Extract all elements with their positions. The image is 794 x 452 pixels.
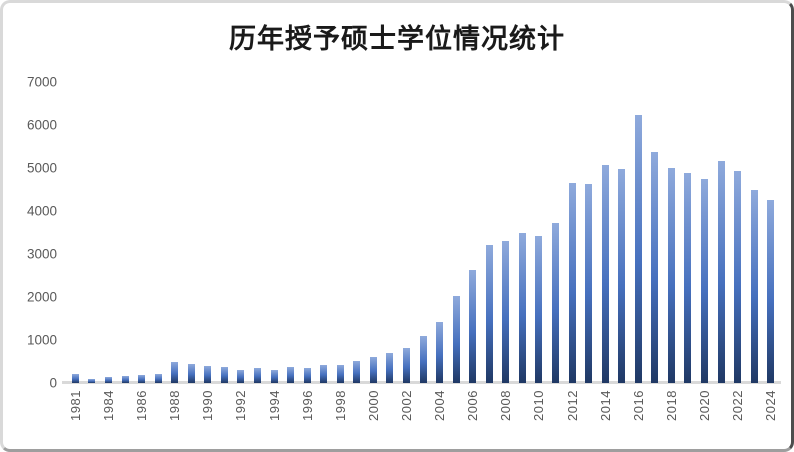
x-axis-tick-label: 2006	[465, 390, 481, 421]
bar-1987	[154, 373, 162, 383]
bar-1990	[204, 365, 212, 383]
bar-1985	[121, 376, 129, 383]
y-axis-tick-label: 1000	[26, 332, 57, 348]
bar-2005	[452, 295, 460, 383]
bar-1996	[303, 368, 311, 383]
bar-2009	[518, 232, 526, 383]
bar-1999	[353, 361, 361, 383]
x-axis-tick-label: 2004	[432, 390, 448, 421]
bar-2001	[386, 353, 394, 383]
x-axis-tick-label: 2016	[630, 390, 646, 421]
bar-1988	[171, 362, 179, 383]
y-axis-tick-label: 3000	[26, 246, 57, 262]
bar-2017	[651, 152, 659, 383]
bar-2012	[568, 183, 576, 383]
bar-2004	[436, 321, 444, 383]
x-axis-tick-label: 1981	[67, 390, 83, 421]
bar-2013	[585, 183, 593, 383]
bar-2020	[701, 179, 708, 383]
bar-1998	[336, 364, 344, 383]
bar-2023	[750, 190, 758, 383]
x-axis-tick-label: 2024	[763, 390, 779, 421]
bar-2007	[485, 245, 493, 383]
x-axis-tick-label: 1984	[100, 390, 116, 421]
x-axis-tick-label: 1994	[266, 390, 282, 421]
bar-1993	[253, 368, 261, 383]
bar-2000	[369, 357, 377, 383]
bar-2019	[684, 173, 692, 383]
y-axis-tick-label: 7000	[26, 74, 57, 90]
plot-area: 0 1000 2000 3000 4000 5000 6000 7000 1981 1984 198…	[3, 3, 791, 449]
x-axis-tick-label: 1992	[233, 390, 249, 421]
bar-2008	[502, 241, 510, 383]
x-axis-tick-label: 2012	[564, 390, 580, 421]
bar-1997	[320, 364, 328, 383]
bar-2021	[717, 160, 725, 383]
x-axis-tick-label: 2000	[365, 390, 381, 421]
x-axis-tick-label: 1988	[167, 390, 183, 421]
bar-1992	[237, 370, 245, 383]
bar-1981	[71, 374, 79, 383]
y-axis-tick-label: 0	[49, 375, 57, 391]
x-axis-tick-label: 2008	[498, 390, 514, 421]
y-axis-tick-label: 4000	[26, 203, 57, 219]
bar-1991	[220, 366, 228, 383]
bar-1986	[138, 375, 145, 383]
x-axis-tick-label: 2018	[663, 390, 679, 421]
x-axis-tick-label: 1996	[299, 390, 315, 421]
bar-1995	[287, 367, 294, 383]
bar-2011	[552, 222, 559, 383]
x-axis-tick-label: 1986	[134, 390, 149, 421]
bar-1994	[270, 369, 278, 383]
bar-1989	[187, 363, 195, 383]
bar-2024	[767, 200, 775, 383]
bar-2014	[601, 165, 609, 383]
x-axis-tick-label: 2022	[730, 390, 746, 421]
bar-1984	[104, 377, 112, 383]
y-axis-tick-label: 2000	[26, 289, 57, 305]
bar-2006	[469, 269, 477, 383]
x-axis-tick-label: 2010	[531, 390, 547, 421]
x-axis-tick-label: 2020	[697, 390, 712, 421]
bar-2002	[402, 348, 410, 383]
y-axis-tick-label: 6000	[26, 117, 57, 133]
x-axis-tick-label: 1990	[200, 390, 216, 421]
bar-2018	[667, 167, 675, 383]
bar-2010	[535, 235, 543, 383]
bar-2015	[618, 169, 626, 383]
bar-1983	[88, 378, 96, 383]
bar-2016	[634, 115, 642, 383]
bar-2003	[419, 335, 427, 383]
x-axis-tick-label: 1998	[332, 390, 348, 421]
x-axis-tick-label: 2014	[597, 390, 613, 421]
y-axis-tick-label: 5000	[26, 160, 57, 176]
bar-2022	[734, 171, 742, 383]
x-axis-tick-label: 2002	[398, 390, 414, 421]
chart-title: 历年授予硕士学位情况统计	[229, 24, 565, 55]
